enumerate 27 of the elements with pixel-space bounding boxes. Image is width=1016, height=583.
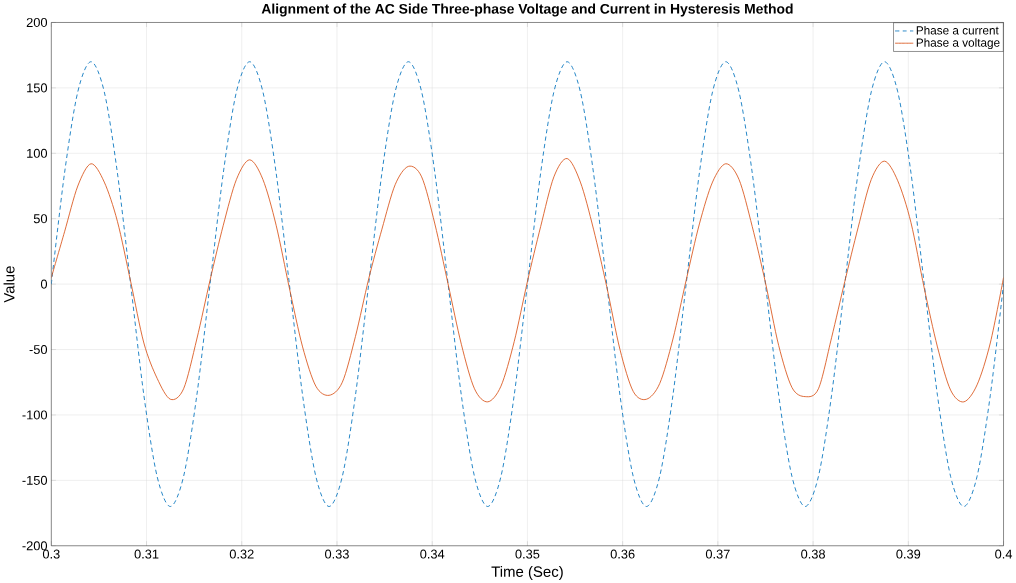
line-series — [51, 61, 1004, 507]
x-tick-label: 0.31 — [134, 549, 159, 559]
x-tick-label: 0.3 — [42, 549, 60, 559]
line-series — [51, 157, 1004, 403]
y-axis-title: Value — [3, 265, 15, 303]
x-tick-label: 0.37 — [705, 549, 730, 559]
x-axis-title: Time (Sec) — [491, 565, 563, 580]
y-tick-label: 50 — [33, 213, 48, 224]
x-tick-label: 0.36 — [610, 549, 635, 559]
chart-title: Alignment of the AC Side Three-phase Voltage and Current in Hysteresis Method — [261, 3, 793, 17]
x-tick-label: 0.39 — [896, 549, 921, 559]
y-tick-label: -200 — [22, 541, 48, 551]
x-tick-label: 0.4 — [995, 549, 1013, 559]
y-tick-label: 150 — [27, 83, 48, 93]
y-tick-label: -50 — [29, 344, 48, 354]
legend-label: Phase a current — [916, 25, 999, 35]
y-tick-label: 200 — [26, 17, 48, 27]
x-tick-label: 0.38 — [801, 549, 825, 559]
x-tick-label: 0.35 — [515, 549, 540, 559]
legend-label: Phase a voltage — [916, 37, 1000, 49]
y-tick-label: -150 — [22, 475, 48, 485]
y-tick-label: -100 — [22, 410, 48, 420]
x-tick-label: 0.34 — [420, 549, 445, 559]
x-tick-label: 0.33 — [325, 549, 349, 559]
y-tick-label: 0 — [40, 279, 48, 289]
y-tick-label: 100 — [27, 148, 48, 158]
x-tick-label: 0.32 — [229, 549, 254, 559]
